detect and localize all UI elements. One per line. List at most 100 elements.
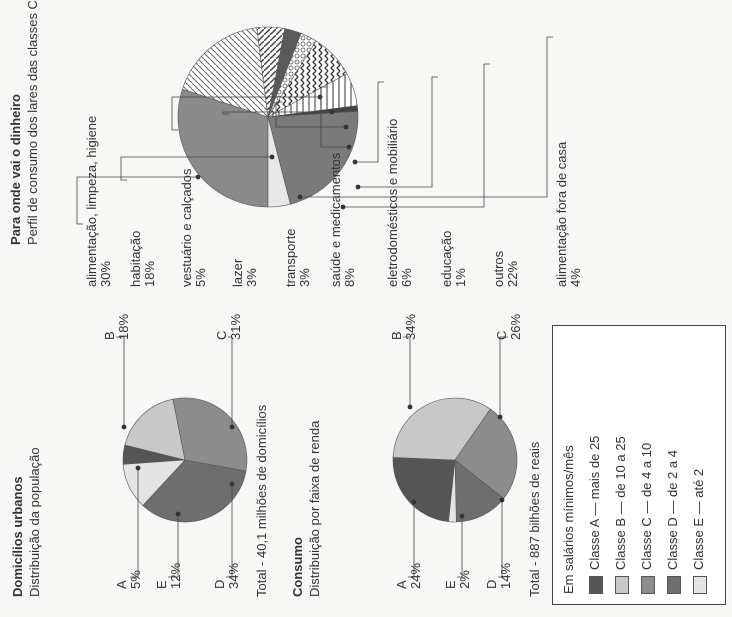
con-label-A: A	[394, 580, 409, 589]
dom-slice-C	[172, 397, 248, 472]
con-label-D: D	[484, 579, 499, 589]
con-dot-C	[497, 414, 503, 420]
dom-leader-D	[226, 484, 233, 578]
legend-swatch-a	[589, 576, 603, 594]
dom-leader-B	[116, 336, 125, 427]
din-label-3: lazer	[230, 258, 245, 287]
din-dot-0	[195, 174, 201, 180]
din-leader-0	[76, 176, 198, 225]
dom-leader-C	[228, 336, 233, 427]
dom-dot-C	[229, 424, 235, 430]
dom-value-D: 34%	[226, 562, 241, 589]
din-dot-1	[269, 154, 275, 160]
din-value-9: 4%	[568, 268, 583, 287]
con-slice-B	[392, 397, 491, 461]
din-value-5: 8%	[342, 268, 357, 287]
dom-leader-A	[130, 468, 139, 578]
din-dot-2	[317, 94, 323, 100]
din-dot-9	[297, 194, 303, 200]
consumo-total: Total - 887 bilhões de reais	[527, 441, 542, 597]
din-label-2: vestuário e calçados	[179, 168, 194, 287]
din-dot-6	[352, 159, 358, 165]
dinheiro-title: Para onde vai o dinheiro	[8, 94, 23, 245]
con-slice-E	[448, 459, 457, 523]
din-leader-5	[320, 86, 349, 148]
legend-item-d: Classe D — de 2 a 4	[665, 450, 680, 570]
din-value-8: 22%	[505, 260, 520, 287]
din-label-7: educação	[439, 230, 454, 287]
domicilios-total: Total - 40,1 milhões de domicílios	[254, 404, 269, 597]
domicilios-subtitle: Distribuição da população	[27, 447, 42, 597]
con-value-E: 2%	[457, 570, 472, 589]
din-leader-3	[222, 111, 332, 115]
din-label-9: alimentação fora de casa	[554, 141, 569, 287]
din-value-3: 3%	[244, 268, 259, 287]
con-slice-C	[454, 408, 518, 499]
dom-label-D: D	[212, 579, 227, 589]
din-label-8: outros	[491, 250, 506, 287]
con-leader-E	[457, 516, 463, 578]
legend-swatch-d	[667, 576, 681, 594]
dom-leader-E	[168, 514, 179, 578]
din-leader-8	[343, 63, 490, 208]
dom-dot-E	[175, 511, 181, 517]
dom-slice-B	[124, 398, 186, 461]
din-value-0: 30%	[98, 260, 113, 287]
dom-value-A: 5%	[128, 570, 143, 589]
con-value-A: 24%	[408, 562, 423, 589]
din-value-6: 6%	[399, 268, 414, 287]
dom-value-E: 12%	[168, 562, 183, 589]
con-value-D: 14%	[498, 562, 513, 589]
din-slice-0	[177, 88, 269, 208]
din-label-4: transporte	[283, 228, 298, 287]
con-dot-D	[499, 497, 505, 503]
legend-item-a: Classe A — mais de 25	[587, 435, 602, 570]
legend-swatch-c	[641, 576, 655, 594]
din-leader-9	[300, 36, 553, 198]
dom-value-C: 31%	[228, 313, 243, 340]
din-label-5: saúde e medicamentos	[328, 152, 343, 287]
din-slice-9	[267, 116, 291, 208]
con-value-B: 34%	[403, 313, 418, 340]
din-label-1: habitação	[128, 230, 143, 287]
din-leader-2	[171, 96, 320, 131]
dom-label-E: E	[154, 580, 169, 589]
dom-dot-B	[121, 424, 127, 430]
dom-slice-E	[122, 459, 186, 506]
dom-dot-D	[229, 481, 235, 487]
legend-title: Em salários mínimos/mês	[561, 445, 576, 594]
dom-label-A: A	[114, 580, 129, 589]
din-dot-8	[340, 204, 346, 210]
din-leader-1	[120, 156, 272, 181]
con-dot-B	[407, 404, 413, 410]
legend-box: Em salários mínimos/mês Classe A — mais …	[552, 325, 726, 605]
din-value-4: 3%	[297, 268, 312, 287]
legend-item-b: Classe B — de 10 a 25	[613, 436, 628, 570]
domicilios-title: Domicílios urbanos	[10, 476, 25, 597]
con-leader-D	[498, 500, 503, 578]
con-label-C: C	[494, 330, 509, 340]
din-value-7: 1%	[453, 268, 468, 287]
din-dot-4	[343, 124, 349, 130]
dinheiro-subtitle: Perfil de consumo dos lares das classes …	[25, 0, 40, 245]
consumo-title: Consumo	[290, 537, 305, 597]
din-dot-7	[355, 184, 361, 190]
din-slice-1	[182, 27, 269, 118]
consumo-subtitle: Distribuição por faixa de renda	[307, 420, 322, 597]
dom-label-B: B	[102, 331, 117, 340]
din-value-1: 18%	[142, 260, 157, 287]
din-dot-3	[329, 109, 335, 115]
con-label-E: E	[443, 580, 458, 589]
legend-swatch-b	[615, 576, 629, 594]
dom-slice-D	[142, 459, 247, 523]
din-dot-5	[346, 144, 352, 150]
din-label-0: alimentação, limpeza, higiene	[84, 115, 99, 287]
legend-swatch-e	[693, 576, 707, 594]
din-leader-4	[275, 101, 346, 128]
legend-item-c: Classe C — de 4 a 10	[639, 442, 654, 570]
con-leader-A	[408, 502, 415, 578]
con-value-C: 26%	[508, 313, 523, 340]
legend-item-e: Classe E — até 2	[691, 468, 706, 570]
